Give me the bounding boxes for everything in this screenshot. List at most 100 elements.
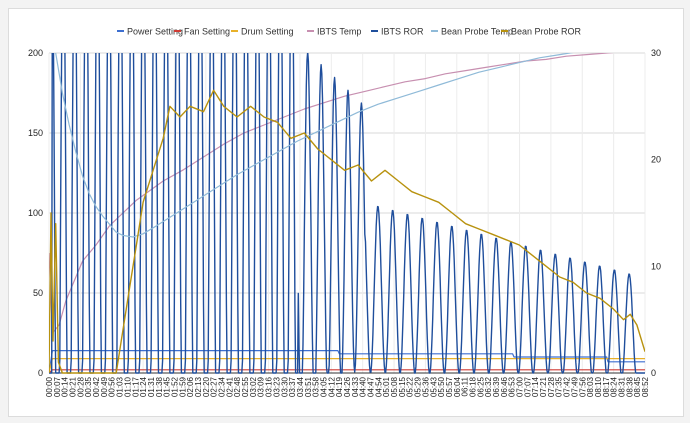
x-tick-14: 01:38	[155, 376, 164, 397]
x-tick-17: 01:59	[178, 376, 187, 397]
x-tick-6: 00:42	[92, 376, 101, 397]
x-tick-73: 08:31	[617, 376, 626, 397]
x-tick-26: 03:02	[249, 376, 258, 397]
x-tick-32: 03:44	[296, 376, 305, 397]
x-tick-24: 02:48	[233, 376, 242, 397]
x-tick-51: 05:57	[445, 376, 454, 397]
x-tick-71: 08:17	[602, 376, 611, 397]
y-axis-right: 0 10 20 30	[651, 48, 661, 378]
x-tick-8: 00:56	[108, 376, 117, 397]
y-left-tick-1: 50	[33, 288, 43, 298]
series-line-6	[49, 89, 645, 374]
x-tick-57: 06:39	[492, 376, 501, 397]
series-line-5	[55, 53, 574, 238]
x-tick-53: 06:11	[461, 376, 470, 396]
x-tick-38: 04:26	[343, 376, 352, 397]
x-tick-2: 00:14	[61, 376, 70, 397]
x-tick-13: 01:31	[147, 376, 156, 397]
x-tick-66: 07:42	[563, 376, 572, 397]
x-tick-67: 07:49	[570, 376, 579, 397]
x-tick-60: 07:00	[516, 376, 525, 397]
x-tick-28: 03:16	[265, 376, 274, 397]
x-tick-45: 05:15	[398, 376, 407, 397]
x-tick-23: 02:41	[225, 376, 234, 397]
x-tick-9: 01:03	[116, 376, 125, 397]
legend-label-5: Bean Probe Temp	[441, 27, 513, 37]
x-tick-48: 05:36	[421, 376, 430, 397]
y-left-tick-2: 100	[28, 208, 43, 218]
legend-label-2: Drum Setting	[241, 27, 294, 37]
x-tick-4: 00:28	[76, 376, 85, 397]
series-line-2	[49, 358, 645, 374]
x-tick-1: 00:07	[53, 376, 62, 397]
series-line-3	[49, 53, 615, 334]
x-tick-41: 04:47	[367, 376, 376, 397]
legend: Power Setting Fan Setting Drum Setting IBTS…	[117, 27, 582, 37]
x-tick-33: 03:51	[304, 376, 313, 397]
x-tick-20: 02:20	[202, 376, 211, 397]
x-tick-68: 07:56	[578, 376, 587, 397]
y-left-tick-3: 150	[28, 128, 43, 138]
x-tick-35: 04:05	[319, 376, 328, 397]
x-tick-47: 05:29	[414, 376, 423, 397]
y-right-tick-1: 10	[651, 261, 661, 271]
legend-label-3: IBTS Temp	[317, 27, 361, 37]
x-tick-49: 05:43	[429, 376, 438, 397]
x-tick-5: 00:35	[84, 376, 93, 397]
x-tick-31: 03:37	[288, 376, 297, 397]
x-tick-18: 02:06	[186, 376, 195, 397]
x-tick-42: 04:54	[374, 376, 383, 397]
x-tick-29: 03:23	[272, 376, 281, 397]
x-tick-46: 05:22	[406, 376, 415, 397]
x-tick-34: 03:58	[312, 376, 321, 397]
x-tick-59: 06:53	[508, 376, 517, 397]
x-tick-56: 06:32	[484, 376, 493, 397]
x-tick-44: 05:08	[390, 376, 399, 397]
x-tick-39: 04:33	[351, 376, 360, 397]
y-left-tick-4: 200	[28, 48, 43, 58]
x-tick-27: 03:09	[257, 376, 266, 397]
x-tick-65: 07:35	[555, 376, 564, 397]
x-tick-15: 01:45	[163, 376, 172, 397]
x-tick-63: 07:21	[539, 376, 548, 397]
roast-chart: Power Setting Fan Setting Drum Setting IBTS…	[28, 27, 661, 398]
series-line-4	[49, 53, 645, 374]
y-right-tick-2: 20	[651, 155, 661, 165]
x-tick-76: 08:52	[641, 376, 650, 397]
x-tick-75: 08:45	[633, 376, 642, 397]
x-tick-62: 07:14	[531, 376, 540, 397]
legend-label-0: Power Setting	[127, 27, 183, 37]
x-tick-0: 00:00	[45, 376, 54, 397]
x-tick-64: 07:28	[547, 376, 556, 397]
x-tick-52: 06:04	[453, 376, 462, 397]
x-tick-7: 00:49	[100, 376, 109, 397]
y-axis-left: 0 50 100 150 200	[28, 48, 43, 378]
x-tick-55: 06:25	[476, 376, 485, 397]
x-tick-43: 05:01	[382, 376, 391, 397]
series-lines	[49, 53, 645, 374]
x-tick-58: 06:46	[500, 376, 509, 397]
x-tick-70: 08:10	[594, 376, 603, 397]
legend-label-4: IBTS ROR	[381, 27, 424, 37]
x-tick-25: 02:55	[241, 376, 250, 397]
x-tick-30: 03:30	[280, 376, 289, 397]
x-tick-37: 04:19	[335, 376, 344, 397]
x-tick-72: 08:24	[610, 376, 619, 397]
x-tick-11: 01:17	[131, 376, 140, 397]
y-left-tick-0: 0	[38, 368, 43, 378]
legend-label-6: Bean Probe ROR	[511, 27, 582, 37]
x-tick-69: 08:03	[586, 376, 595, 397]
x-tick-50: 05:50	[437, 376, 446, 397]
x-tick-21: 02:27	[210, 376, 219, 397]
x-tick-74: 08:38	[625, 376, 634, 397]
legend-label-1: Fan Setting	[184, 27, 230, 37]
x-tick-16: 01:52	[170, 376, 179, 397]
x-tick-12: 01:24	[139, 376, 148, 397]
x-tick-54: 06:18	[468, 376, 477, 397]
x-tick-19: 02:13	[194, 376, 203, 397]
chart-card: Power Setting Fan Setting Drum Setting IBTS…	[8, 8, 684, 417]
x-tick-61: 07:07	[523, 376, 532, 397]
x-tick-10: 01:10	[123, 376, 132, 397]
x-tick-3: 00:21	[69, 376, 78, 397]
y-right-tick-0: 0	[651, 368, 656, 378]
